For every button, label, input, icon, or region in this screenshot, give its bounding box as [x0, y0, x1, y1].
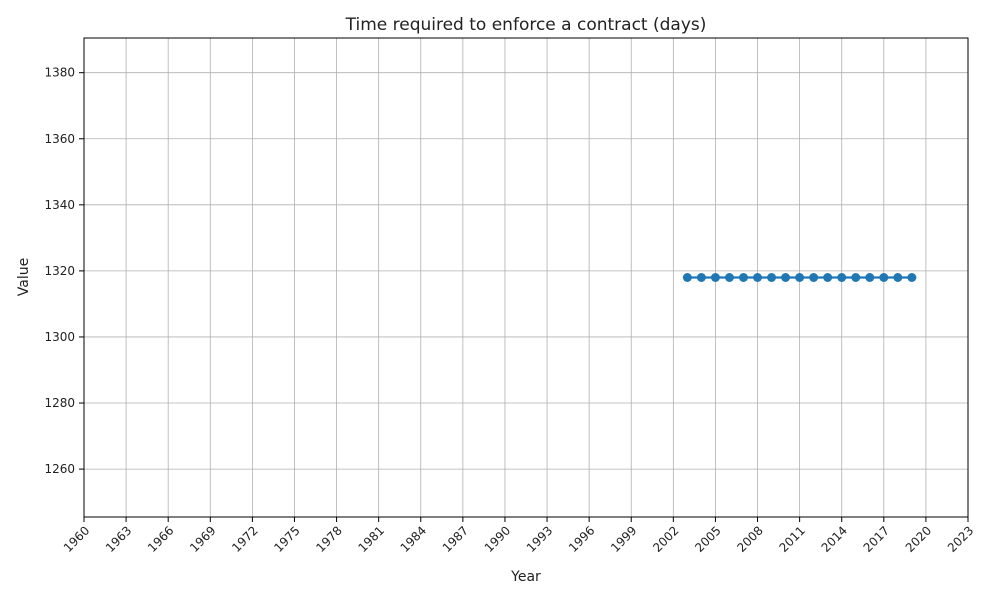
x-tick-label: 1990	[482, 523, 513, 554]
y-tick-label: 1380	[44, 66, 75, 80]
x-tick-label: 1963	[103, 523, 134, 554]
x-tick-label: 2020	[903, 523, 934, 554]
y-tick-label: 1280	[44, 396, 75, 410]
data-point	[865, 273, 875, 282]
plot-area-frame	[83, 37, 969, 518]
data-point	[696, 273, 706, 282]
data-point	[767, 273, 777, 282]
x-tick-label: 1960	[61, 523, 92, 554]
x-tick-label: 2002	[650, 523, 681, 554]
data-point	[809, 273, 819, 282]
x-tick-label: 1981	[356, 523, 387, 554]
data-point	[738, 273, 748, 282]
series-layer	[682, 273, 917, 282]
x-tick-label: 1966	[145, 523, 176, 554]
x-tick-label: 1999	[608, 523, 639, 554]
data-point	[682, 273, 692, 282]
x-tick-label: 2008	[734, 523, 765, 554]
x-tick-label: 1993	[524, 523, 555, 554]
y-axis-label: Value	[16, 258, 32, 296]
x-tick-label: 1984	[398, 523, 429, 554]
y-tick-label: 1300	[44, 330, 75, 344]
data-point	[851, 273, 861, 282]
x-tick-label: 1987	[440, 523, 471, 554]
data-point	[753, 273, 763, 282]
y-tick-label: 1320	[44, 264, 75, 278]
data-point	[710, 273, 720, 282]
x-tick-label: 1975	[271, 523, 302, 554]
x-axis-label: Year	[510, 569, 541, 585]
x-tick-label: 1996	[566, 523, 597, 554]
axis-ticks: 1960 1963 1966 1969 1972 1975 1978 1981 1984 1987…	[44, 66, 976, 555]
x-tick-label: 1978	[313, 523, 344, 554]
x-tick-label: 1972	[229, 523, 260, 554]
y-tick-label: 1340	[44, 198, 75, 212]
x-tick-label: 2011	[776, 523, 807, 554]
data-point	[837, 273, 847, 282]
data-point	[795, 273, 805, 282]
x-tick-label: 2005	[692, 523, 723, 554]
x-tick-label: 2017	[861, 523, 892, 554]
data-point	[907, 273, 917, 282]
data-point	[724, 273, 734, 282]
chart-title: Time required to enforce a contract (day…	[345, 15, 707, 35]
data-point	[823, 273, 833, 282]
data-point	[879, 273, 889, 282]
y-tick-label: 1260	[44, 462, 75, 476]
x-tick-label: 2023	[945, 523, 976, 554]
x-tick-label: 2014	[819, 523, 850, 554]
data-point	[781, 273, 791, 282]
y-tick-label: 1360	[44, 132, 75, 146]
x-tick-label: 1969	[187, 523, 218, 554]
data-point	[893, 273, 903, 282]
